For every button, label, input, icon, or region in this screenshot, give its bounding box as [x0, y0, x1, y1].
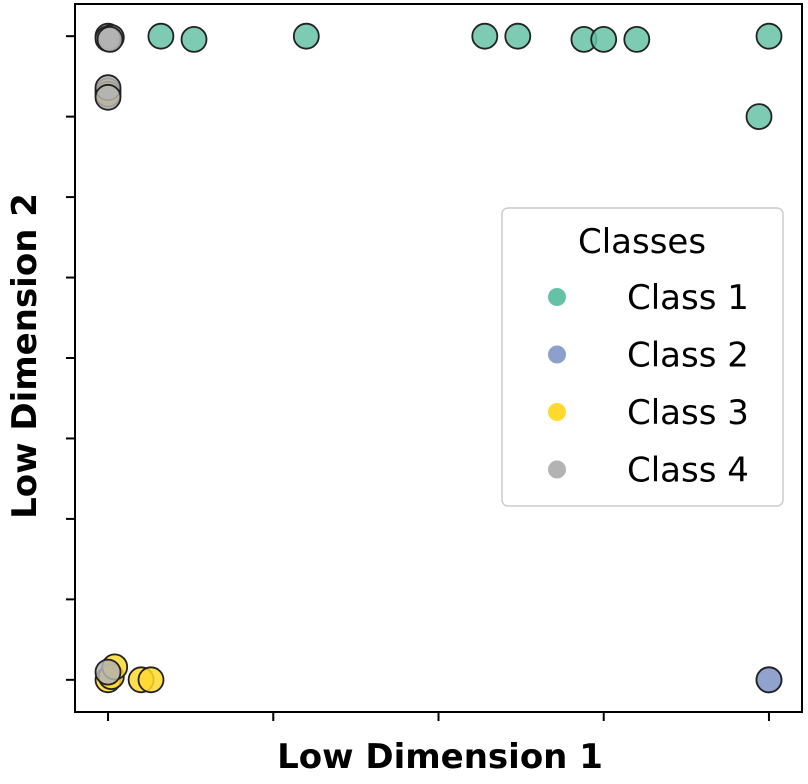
- legend-box: [501, 207, 784, 507]
- legend-item-class-2: Class 2: [548, 336, 749, 376]
- legend-entries: Class 1 Class 2 Class 3 Class 4: [548, 278, 749, 491]
- x-ticks: [107, 712, 770, 721]
- legend-marker-class-2: [548, 345, 566, 364]
- point-class-1-9: [745, 103, 773, 130]
- legend-marker-class-3: [548, 403, 566, 421]
- legend-marker-class-1: [548, 288, 566, 306]
- y-ticks: [66, 35, 75, 681]
- legend-label-class-1: Class 1: [627, 278, 749, 318]
- point-class-4-3: [96, 26, 124, 53]
- legend-label-class-2: Class 2: [627, 336, 749, 376]
- data-points: [94, 22, 783, 694]
- point-class-1-3: [471, 22, 499, 50]
- point-class-2-1: [755, 666, 783, 694]
- point-class-1-6: [590, 26, 618, 53]
- x-axis-label: Low Dimension 1: [277, 737, 603, 777]
- point-class-1-2: [292, 22, 320, 50]
- legend: Classes Class 1 Class 2 Class 3 Class 4: [501, 207, 784, 507]
- legend-item-class-3: Class 3: [548, 393, 749, 433]
- legend-item-class-1: Class 1: [548, 278, 749, 318]
- y-axis-label: Low Dimension 2: [5, 193, 45, 519]
- legend-title: Classes: [578, 222, 706, 262]
- point-class-1-1: [180, 26, 208, 53]
- point-class-3-4: [137, 666, 165, 694]
- point-class-4-6: [94, 658, 122, 686]
- point-class-1-0: [147, 22, 175, 50]
- legend-label-class-4: Class 4: [627, 451, 749, 491]
- point-class-1-8: [755, 22, 783, 50]
- point-class-1-7: [623, 26, 651, 53]
- legend-label-class-3: Class 3: [627, 393, 749, 433]
- point-class-4-5: [94, 83, 122, 111]
- point-class-1-4: [504, 22, 532, 50]
- legend-marker-class-4: [548, 460, 566, 479]
- legend-item-class-4: Class 4: [548, 451, 749, 491]
